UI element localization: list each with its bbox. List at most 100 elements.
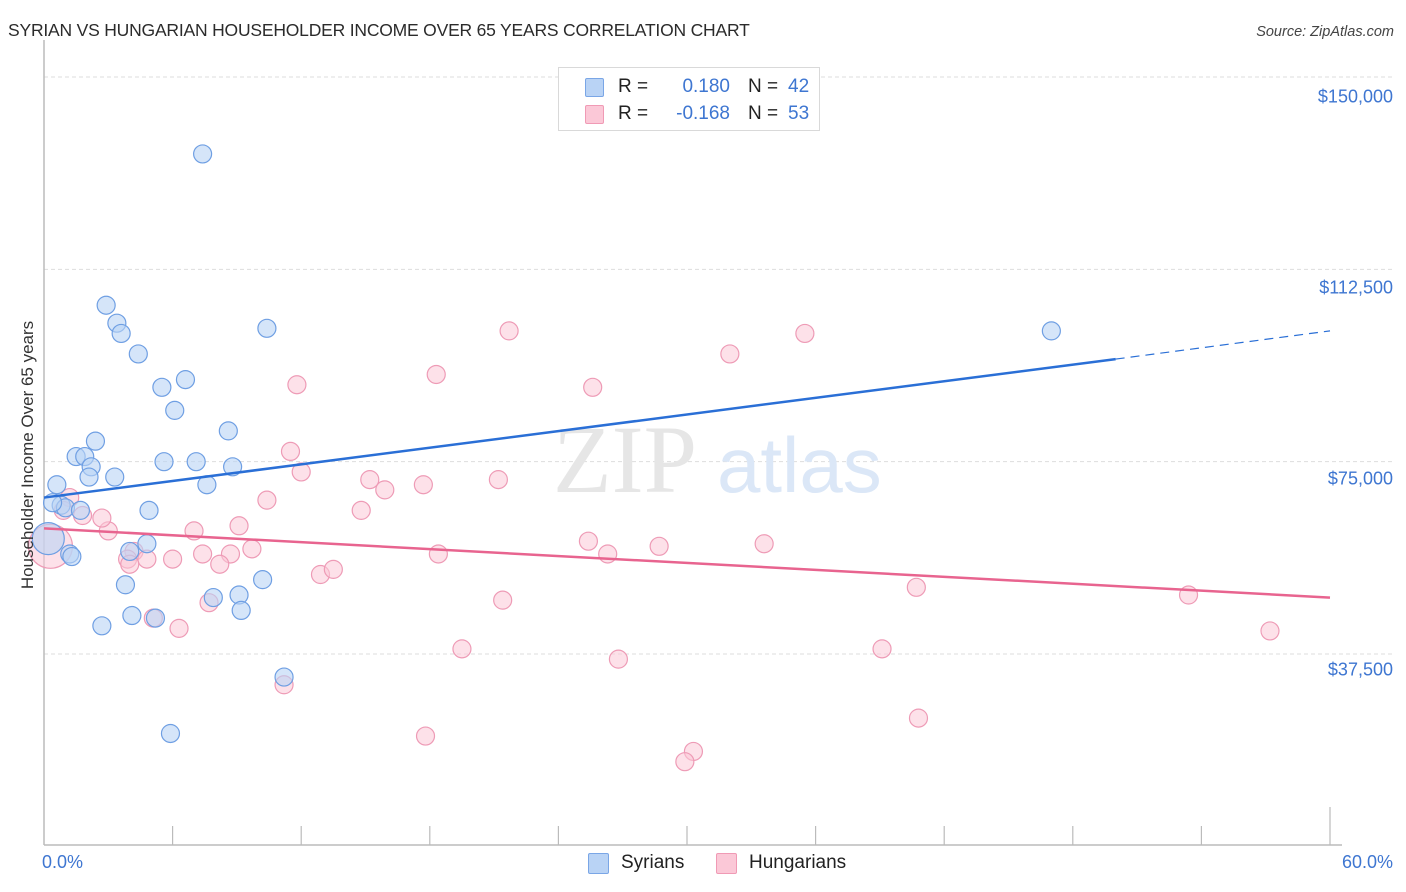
hungarians-trend-line bbox=[43, 527, 1331, 599]
syrian-point bbox=[62, 546, 82, 567]
watermark-atlas: atlas bbox=[717, 421, 882, 509]
legend-item-hungarians[interactable]: Hungarians bbox=[716, 852, 846, 874]
hungarian-point bbox=[1260, 621, 1280, 641]
n-value: 53 bbox=[788, 103, 810, 124]
hungarians-swatch bbox=[716, 852, 737, 874]
hungarian-point bbox=[452, 639, 472, 659]
syrian-point bbox=[47, 475, 67, 495]
syrian-point bbox=[31, 521, 65, 556]
hungarian-point bbox=[280, 441, 301, 462]
syrian-point bbox=[1041, 321, 1061, 341]
hungarian-point bbox=[872, 639, 892, 659]
hungarian-point bbox=[229, 516, 249, 536]
y-tick-75000: $75,000 bbox=[1327, 468, 1393, 489]
source-attribution: Source: ZipAtlas.com bbox=[1256, 24, 1394, 40]
hungarian-point bbox=[583, 377, 603, 397]
x-tick-max: 60.0% bbox=[1341, 852, 1393, 872]
syrian-point bbox=[154, 452, 174, 472]
hungarian-point bbox=[675, 752, 695, 772]
y-tick-112500: $112,500 bbox=[1319, 277, 1393, 298]
hungarian-point bbox=[413, 475, 433, 495]
n-value: 42 bbox=[788, 76, 810, 97]
hungarian-point bbox=[163, 549, 183, 569]
stats-legend: R = 0.180 N = 42 R = -0.168 N = 53 bbox=[558, 67, 820, 131]
hungarian-point bbox=[598, 544, 618, 564]
r-value: 0.180 bbox=[682, 76, 730, 97]
hungarian-point bbox=[908, 708, 929, 728]
syrian-point bbox=[79, 467, 99, 487]
syrian-point bbox=[122, 605, 142, 626]
legend-row-hungarians: R = -0.168 N = 53 bbox=[585, 102, 809, 126]
y-axis-label: Householder Income Over 65 years bbox=[18, 320, 37, 590]
r-label: R = bbox=[618, 76, 649, 97]
legend-label-syrians: Syrians bbox=[621, 852, 685, 873]
syrian-point bbox=[128, 344, 148, 364]
syrian-point bbox=[165, 400, 185, 420]
hungarian-point bbox=[287, 375, 307, 395]
syrian-point bbox=[115, 575, 136, 595]
hungarian-point bbox=[906, 577, 926, 597]
chart-title: SYRIAN VS HUNGARIAN HOUSEHOLDER INCOME O… bbox=[8, 20, 750, 40]
hungarian-point bbox=[415, 726, 436, 746]
syrian-point bbox=[274, 667, 294, 687]
syrians-trend-extension bbox=[1115, 330, 1331, 360]
hungarian-point bbox=[608, 649, 629, 669]
syrian-point bbox=[203, 587, 223, 608]
hungarian-point bbox=[193, 544, 213, 564]
hungarian-point bbox=[428, 544, 448, 564]
hungarian-point bbox=[210, 554, 230, 574]
hungarian-point bbox=[720, 344, 740, 364]
hungarian-point bbox=[360, 470, 380, 490]
hungarian-point bbox=[649, 536, 669, 556]
syrians-points bbox=[31, 144, 1061, 744]
syrian-point bbox=[231, 600, 251, 621]
hungarian-point bbox=[169, 618, 189, 638]
syrian-point bbox=[105, 467, 125, 487]
hungarian-point bbox=[242, 539, 262, 559]
n-label: N = bbox=[748, 103, 779, 124]
hungarians-points bbox=[27, 321, 1280, 772]
hungarian-point bbox=[351, 500, 371, 520]
watermark-zip: ZIP bbox=[553, 406, 697, 513]
hungarian-point bbox=[426, 364, 446, 385]
syrian-point bbox=[193, 144, 213, 164]
syrian-point bbox=[92, 616, 112, 636]
syrian-point bbox=[139, 500, 159, 520]
axes bbox=[43, 40, 1342, 846]
n-label: N = bbox=[748, 76, 779, 97]
zipatlas-watermark: ZIP atlas bbox=[553, 406, 882, 513]
x-tick-min: 0.0% bbox=[42, 852, 84, 872]
syrians-trend-line bbox=[43, 357, 1116, 499]
syrian-point bbox=[70, 500, 91, 520]
hungarian-point bbox=[323, 559, 343, 579]
legend-row-syrians: R = 0.180 N = 42 bbox=[585, 75, 809, 99]
syrian-point bbox=[160, 723, 181, 744]
y-tick-37500: $37,500 bbox=[1327, 659, 1393, 680]
legend-item-syrians[interactable]: Syrians bbox=[588, 852, 684, 874]
syrian-point bbox=[253, 570, 273, 590]
syrian-point bbox=[175, 370, 196, 390]
hungarian-point bbox=[754, 534, 774, 554]
syrians-swatch bbox=[588, 852, 609, 874]
hungarian-point bbox=[291, 462, 311, 482]
hungarian-point bbox=[488, 470, 508, 490]
syrian-point bbox=[111, 323, 131, 344]
syrian-point bbox=[186, 452, 206, 472]
hungarian-point bbox=[795, 323, 815, 344]
legend-label-hungarians: Hungarians bbox=[749, 852, 847, 873]
hungarian-point bbox=[257, 490, 277, 510]
syrian-point bbox=[96, 295, 116, 315]
r-value: -0.168 bbox=[676, 103, 730, 124]
gridlines bbox=[44, 76, 1394, 655]
syrian-point bbox=[152, 377, 172, 397]
syrian-point bbox=[137, 534, 157, 554]
r-label: R = bbox=[618, 103, 649, 124]
syrian-point bbox=[218, 421, 238, 441]
hungarian-point bbox=[499, 321, 519, 341]
hungarian-point bbox=[578, 531, 599, 551]
syrian-point bbox=[85, 431, 106, 451]
y-tick-150000: $150,000 bbox=[1317, 86, 1393, 107]
hungarian-point bbox=[92, 508, 112, 528]
trend-lines bbox=[43, 330, 1331, 599]
